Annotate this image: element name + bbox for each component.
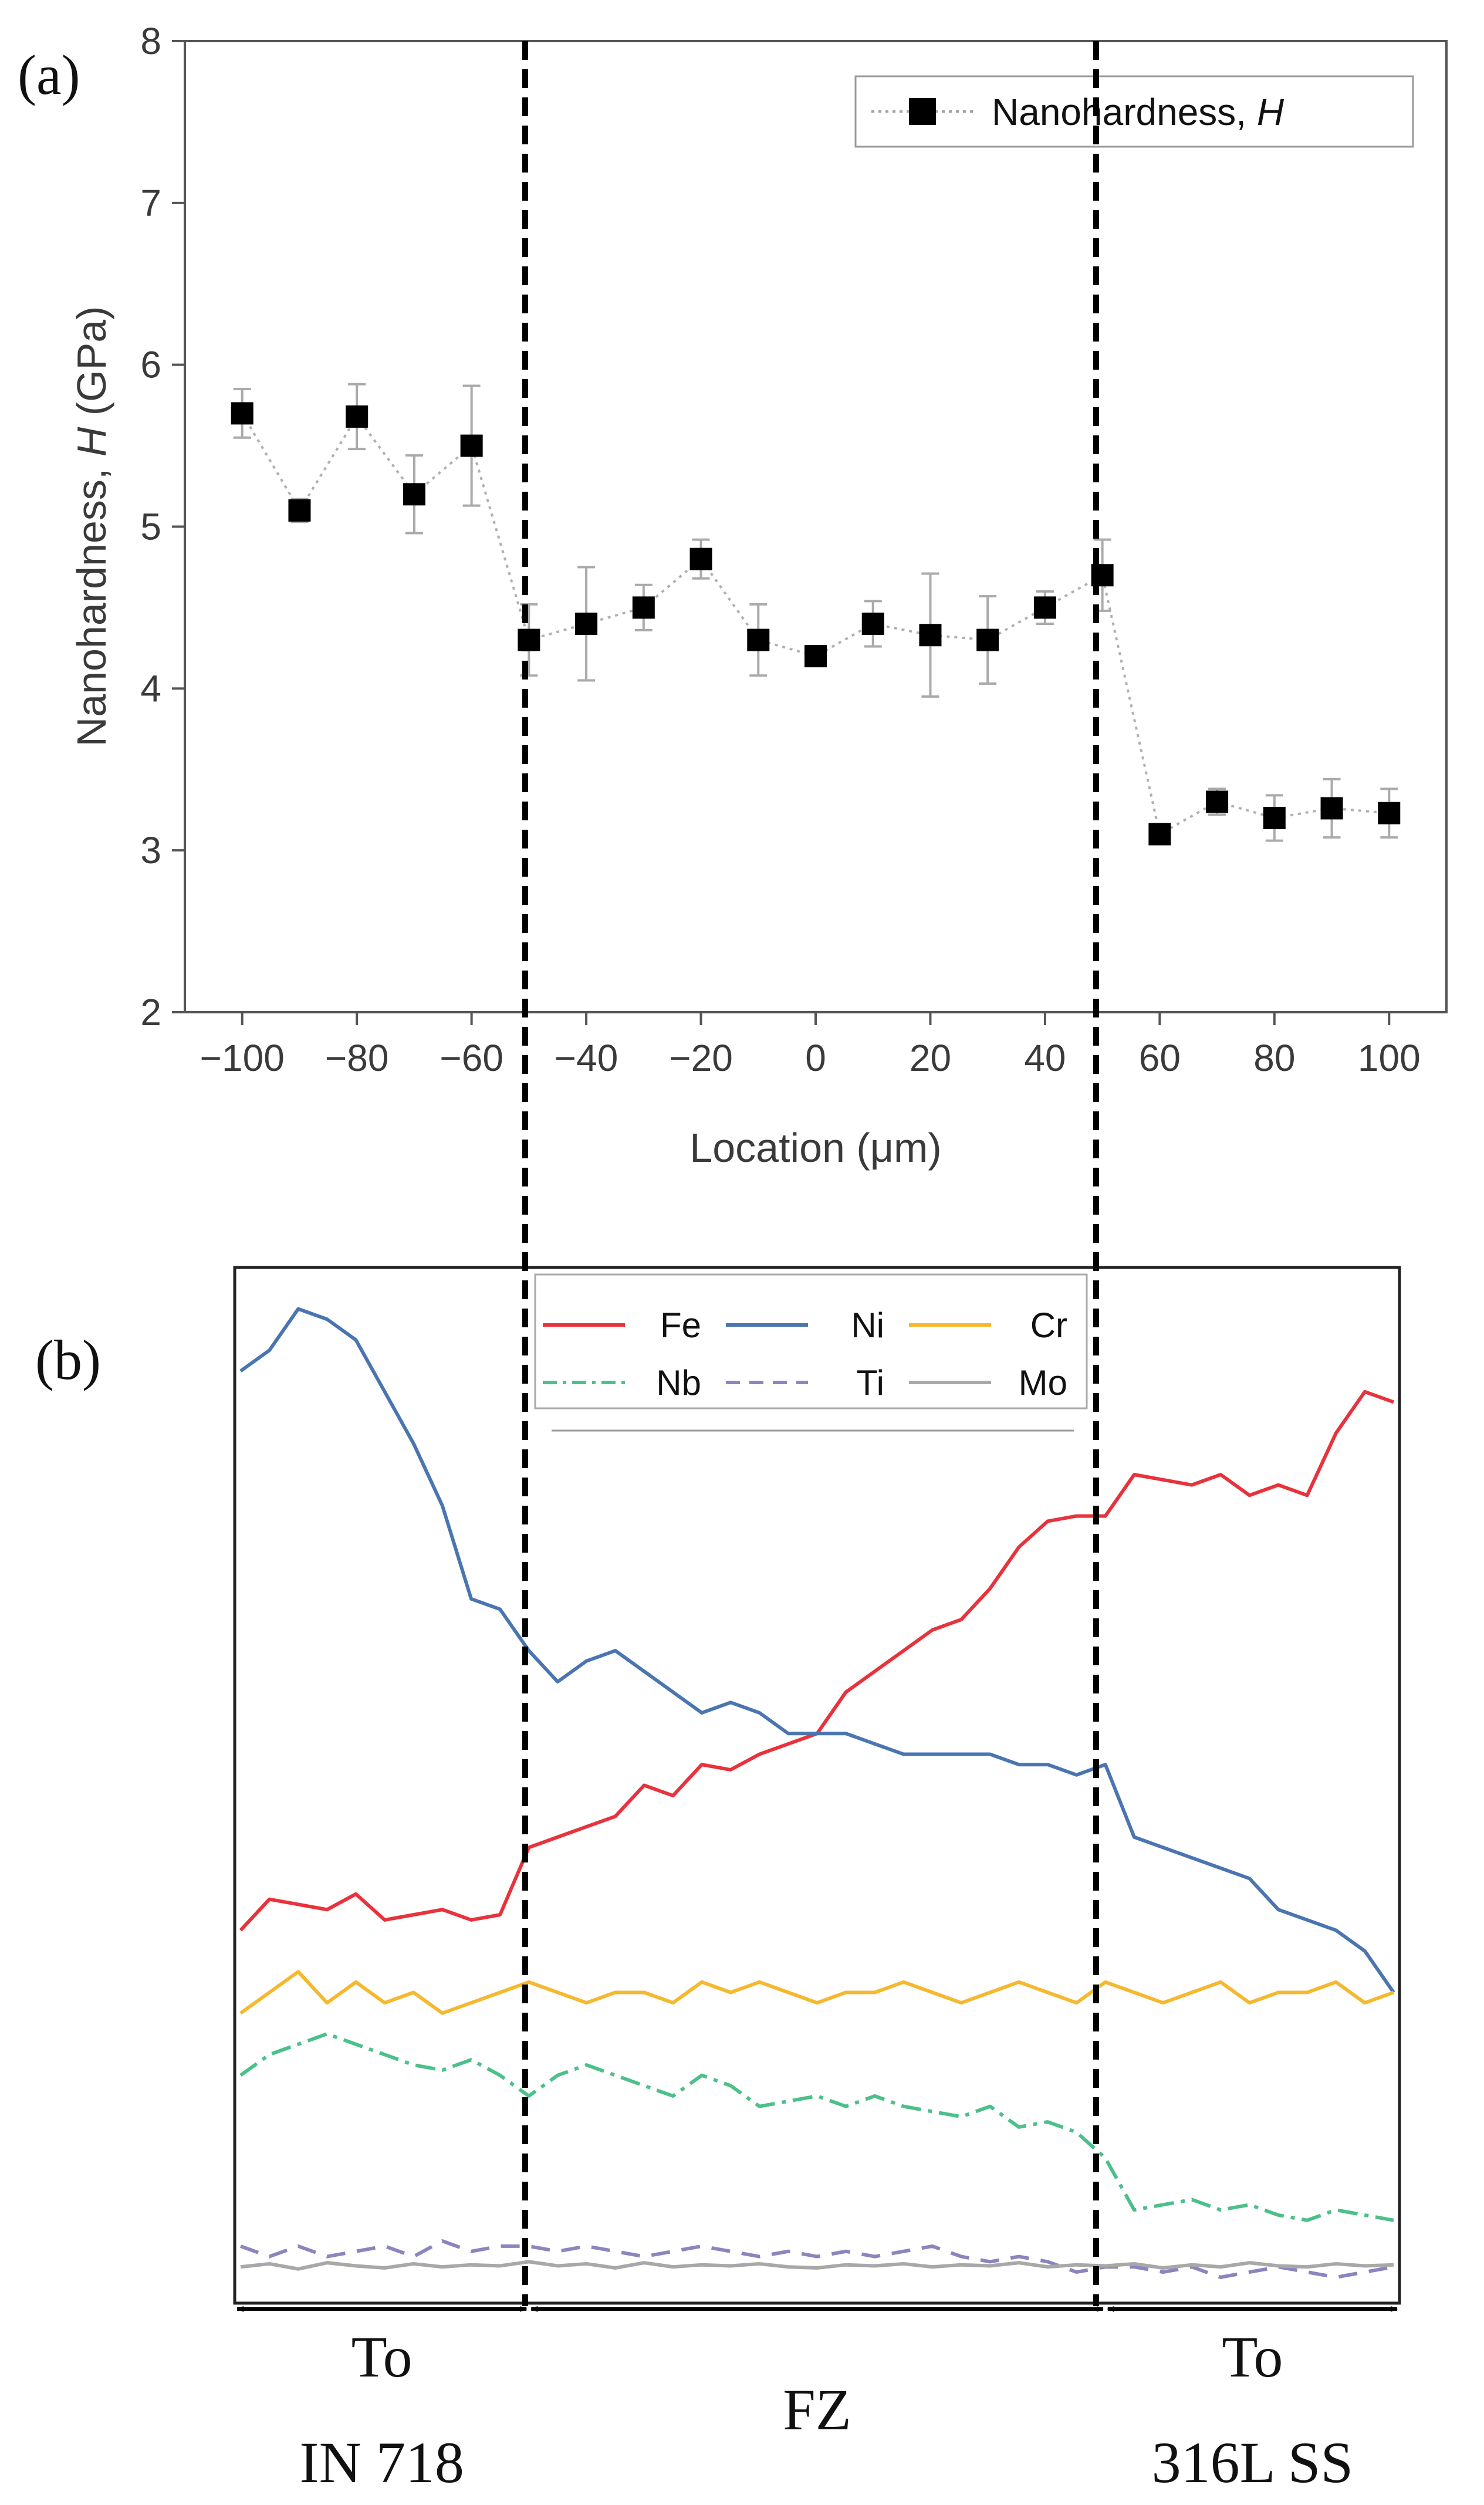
x-tick-label: −60 — [440, 1037, 503, 1079]
legend-label-cr: Cr — [1030, 1306, 1067, 1345]
composition-series — [239, 1307, 1395, 2279]
data-point — [1378, 802, 1401, 824]
data-point — [861, 613, 884, 635]
x-axis-ticks: −100 −80 −60 −40 −20 0 20 40 60 80 100 — [200, 1012, 1421, 1079]
x-tick-label: 60 — [1139, 1037, 1181, 1079]
data-point — [1033, 596, 1056, 619]
legend-b: Fe Ni Cr Nb Ti Mo — [534, 1273, 1088, 1432]
data-point — [346, 405, 369, 428]
region-label-line1: To — [1222, 2324, 1283, 2389]
series-line-ni — [239, 1307, 1395, 1994]
x-axis-title: Location (μm) — [689, 1125, 941, 1171]
x-tick-label: −100 — [200, 1037, 285, 1079]
data-point — [632, 596, 655, 619]
x-tick-label: 20 — [910, 1037, 951, 1079]
data-point — [1206, 790, 1229, 813]
data-point — [919, 624, 942, 647]
data-point — [575, 613, 598, 635]
series-line-mo — [240, 2260, 1394, 2271]
nanohardness-panel: (a) 2 3 4 5 6 7 8 −100 −80 −60 −40 −20 0 20 40 60 80 100… — [18, 20, 1448, 1171]
legend-label-mo: Mo — [1019, 1363, 1067, 1402]
y-tick-label: 4 — [140, 667, 161, 709]
x-tick-label: 0 — [805, 1037, 826, 1079]
data-point — [1263, 807, 1286, 829]
data-point — [288, 499, 311, 522]
legend-a-marker — [909, 98, 936, 125]
legend-a-label: Nanohardness, H — [992, 91, 1284, 133]
series-line-fe — [239, 1390, 1395, 1932]
data-point — [976, 628, 999, 651]
x-tick-label: 80 — [1253, 1037, 1295, 1079]
data-point — [1320, 797, 1343, 820]
y-tick-label: 6 — [140, 344, 161, 386]
x-tick-label: −80 — [325, 1037, 389, 1079]
region-label-line2: 316L SS — [1152, 2430, 1354, 2495]
x-tick-label: −20 — [669, 1037, 733, 1079]
y-tick-label: 8 — [140, 20, 161, 62]
data-point — [460, 434, 483, 457]
legend-b-items: Fe Ni Cr Nb Ti Mo — [543, 1306, 1067, 1402]
y-axis-ticks: 2 3 4 5 6 7 8 — [140, 20, 185, 1033]
legend-label-ti: Ti — [856, 1363, 884, 1402]
y-tick-label: 3 — [140, 829, 161, 871]
y-tick-label: 2 — [140, 991, 161, 1033]
panel-a-label: (a) — [18, 43, 80, 106]
legend-a-box — [854, 75, 1414, 148]
data-point — [518, 628, 540, 651]
composition-panel: (b) Fe Ni Cr Nb Ti Mo To IN 718 FZ To 316L SS — [35, 1266, 1401, 2495]
data-point — [1148, 823, 1171, 846]
plot-a-frame — [184, 40, 1448, 1013]
region-label-line1: To — [351, 2324, 413, 2389]
legend-label-ni: Ni — [851, 1306, 884, 1345]
legend-label-fe: Fe — [660, 1306, 701, 1345]
data-point — [747, 628, 770, 651]
x-tick-label: 40 — [1024, 1037, 1066, 1079]
y-tick-label: 7 — [140, 182, 161, 224]
series-line-nb — [239, 2032, 1394, 2222]
legend-a: Nanohardness, H — [854, 75, 1414, 148]
region-label-line2: IN 718 — [299, 2430, 464, 2495]
x-tick-label: −40 — [555, 1037, 618, 1079]
nanohardness-connector-line — [241, 413, 1390, 836]
region-label: FZ — [783, 2377, 851, 2442]
data-point — [689, 547, 712, 570]
y-tick-label: 5 — [140, 506, 161, 548]
legend-b-box — [534, 1273, 1088, 1409]
x-tick-label: 100 — [1358, 1037, 1421, 1079]
panel-b-label: (b) — [35, 1328, 101, 1391]
series-line-cr — [239, 1970, 1395, 2015]
region-annotations: To IN 718 FZ To 316L SS — [236, 2306, 1398, 2495]
nanohardness-series — [231, 383, 1401, 846]
plot-b-frame — [233, 1266, 1401, 2305]
y-axis-title: Nanohardness, H (GPa) — [69, 306, 114, 747]
data-point — [403, 483, 425, 506]
data-point — [231, 402, 253, 425]
data-point — [804, 645, 827, 668]
legend-label-nb: Nb — [656, 1363, 701, 1402]
series-line-ti — [239, 2239, 1394, 2279]
